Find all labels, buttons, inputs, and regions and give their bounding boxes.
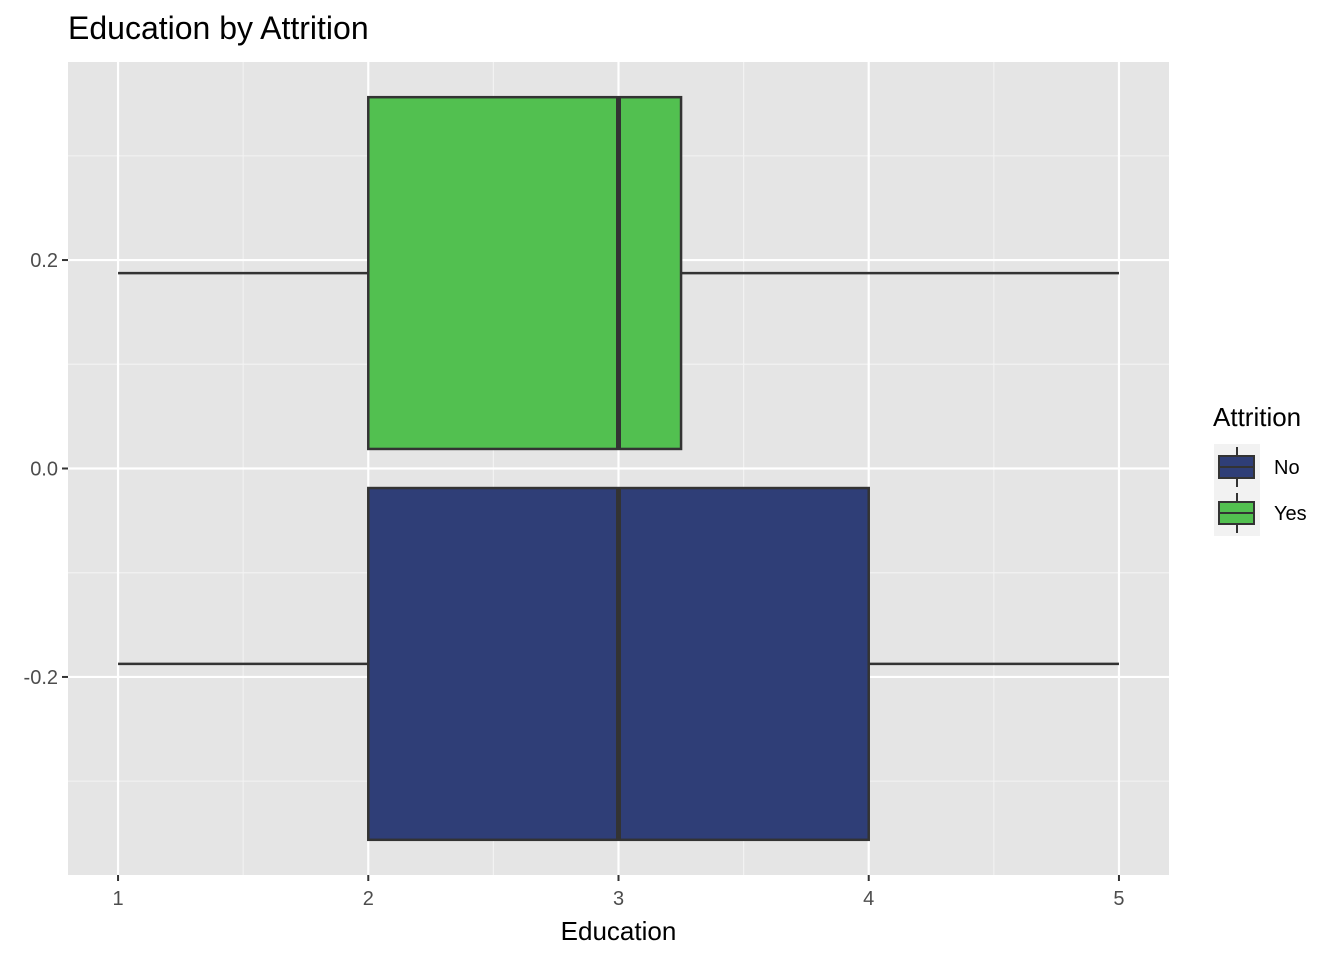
x-tick-label: 4	[863, 888, 874, 910]
y-tick-label: -0.2	[24, 667, 58, 689]
legend-items: No Yes	[1214, 444, 1307, 536]
x-axis-title: Education	[561, 916, 677, 946]
x-axis: 1 2 3 4 5	[112, 875, 1125, 910]
x-tick-label: 5	[1113, 888, 1124, 910]
legend-item-yes: Yes	[1214, 490, 1307, 536]
y-tick-label: 0.2	[30, 250, 58, 272]
legend: Attrition No Yes	[1213, 402, 1307, 536]
x-tick-label: 1	[112, 888, 123, 910]
box-no	[118, 486, 1119, 842]
legend-title: Attrition	[1213, 402, 1301, 432]
box-yes	[118, 95, 1119, 451]
legend-label: No	[1274, 457, 1300, 479]
legend-label: Yes	[1274, 503, 1307, 525]
legend-item-no: No	[1214, 444, 1300, 490]
x-tick-label: 2	[363, 888, 374, 910]
y-axis: 0.2 0.0 -0.2	[24, 250, 68, 689]
box-body	[367, 95, 683, 451]
x-tick-label: 3	[613, 888, 624, 910]
y-tick-label: 0.0	[30, 459, 58, 481]
boxes-layer	[118, 95, 1119, 842]
chart-title: Education by Attrition	[68, 10, 369, 46]
